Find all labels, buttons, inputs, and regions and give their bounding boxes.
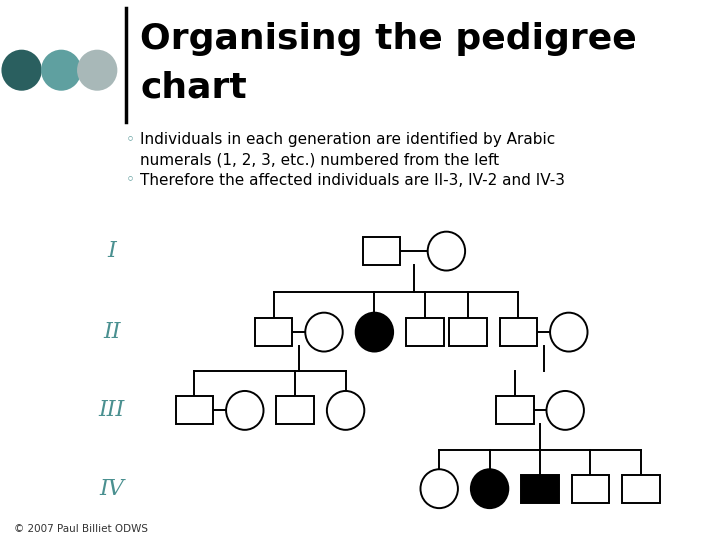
Bar xyxy=(500,318,537,346)
Ellipse shape xyxy=(471,469,508,508)
Ellipse shape xyxy=(356,313,393,352)
Ellipse shape xyxy=(327,391,364,430)
Text: III: III xyxy=(99,400,125,421)
Text: I: I xyxy=(107,240,116,262)
Bar xyxy=(406,318,444,346)
Ellipse shape xyxy=(1,50,42,91)
Text: ◦: ◦ xyxy=(126,173,135,188)
Text: IV: IV xyxy=(99,478,124,500)
Bar xyxy=(521,475,559,503)
Text: Individuals in each generation are identified by Arabic
numerals (1, 2, 3, etc.): Individuals in each generation are ident… xyxy=(140,132,556,167)
Bar xyxy=(255,318,292,346)
Bar xyxy=(276,396,314,424)
Bar xyxy=(449,318,487,346)
Text: II: II xyxy=(103,321,120,343)
Bar xyxy=(622,475,660,503)
Bar xyxy=(496,396,534,424)
Text: © 2007 Paul Billiet ODWS: © 2007 Paul Billiet ODWS xyxy=(14,523,148,534)
Ellipse shape xyxy=(428,232,465,271)
Text: Therefore the affected individuals are II-3, IV-2 and IV-3: Therefore the affected individuals are I… xyxy=(140,173,565,188)
Ellipse shape xyxy=(305,313,343,352)
Bar xyxy=(363,237,400,265)
Ellipse shape xyxy=(41,50,81,91)
Text: ◦: ◦ xyxy=(126,132,135,147)
Bar xyxy=(176,396,213,424)
Ellipse shape xyxy=(550,313,588,352)
Bar xyxy=(572,475,609,503)
Ellipse shape xyxy=(420,469,458,508)
Ellipse shape xyxy=(77,50,117,91)
Text: chart: chart xyxy=(140,70,247,104)
Ellipse shape xyxy=(546,391,584,430)
Text: Organising the pedigree: Organising the pedigree xyxy=(140,22,637,56)
Ellipse shape xyxy=(226,391,264,430)
